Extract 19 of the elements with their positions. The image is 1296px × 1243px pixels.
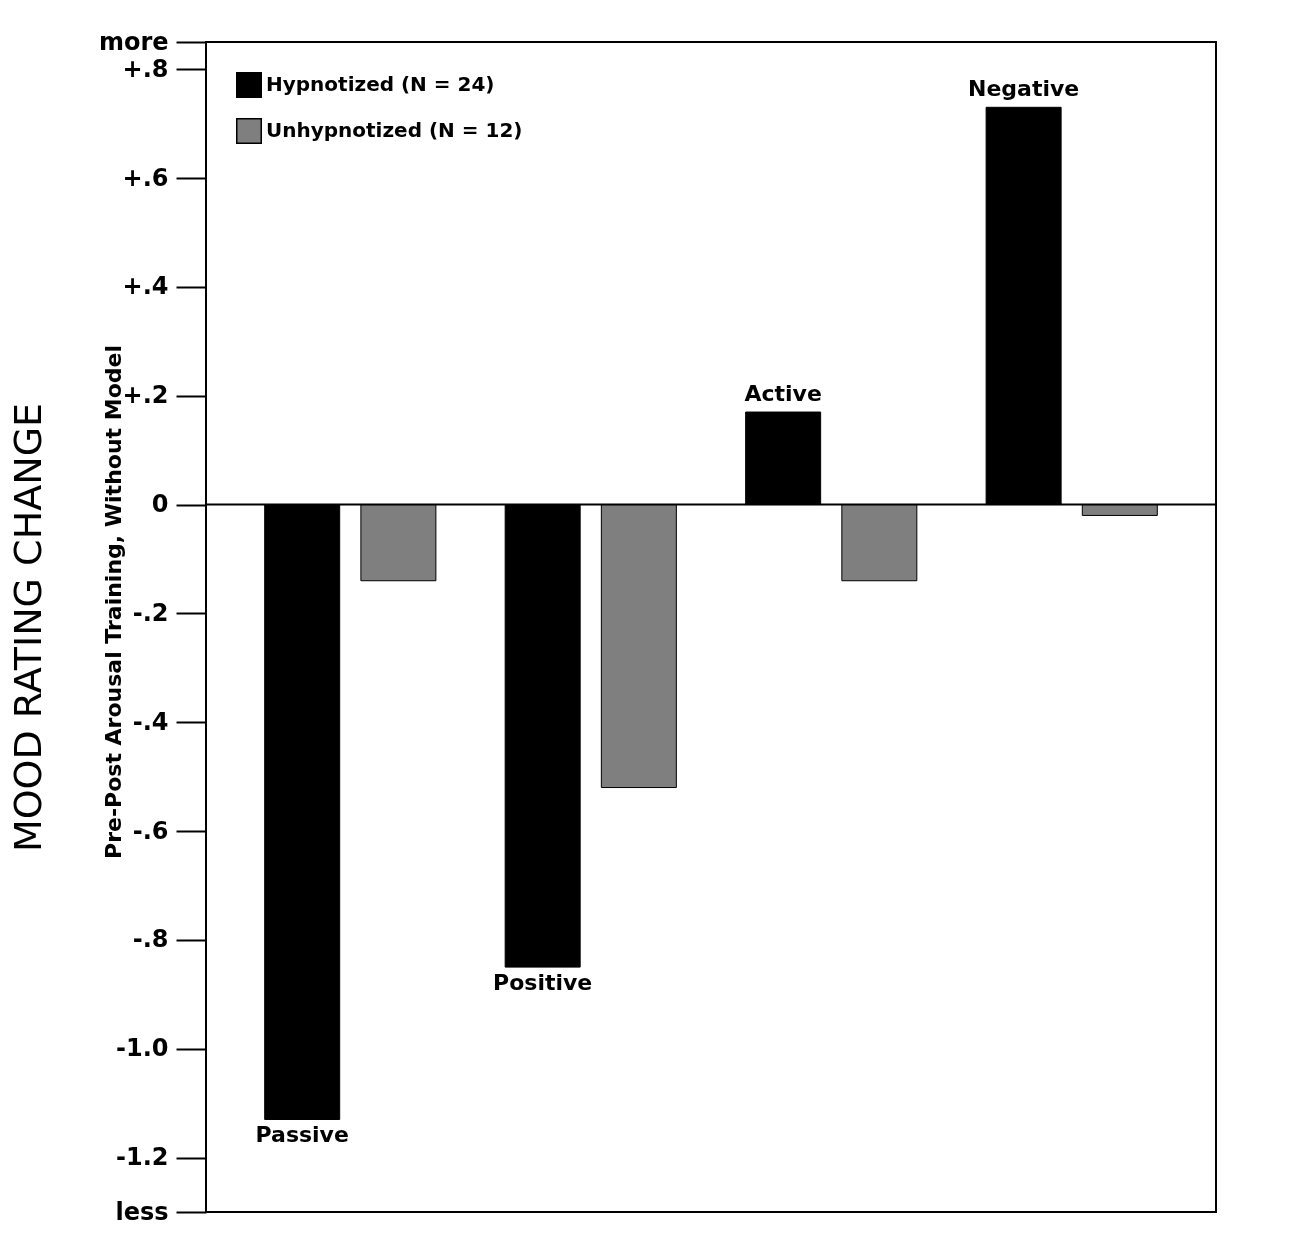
y-tick-label: +.4 — [122, 272, 169, 301]
y-tick-label: -.8 — [132, 925, 169, 954]
y-tick-label: less — [115, 1197, 169, 1226]
y-tick-label: +.6 — [122, 163, 169, 192]
y-tick-label: -.4 — [132, 707, 169, 736]
x-tick-label: Negative — [967, 76, 1080, 102]
y-tick-label: +.8 — [122, 54, 169, 83]
y-tick-label: -.2 — [132, 598, 169, 627]
y-tick-label: 0 — [151, 490, 169, 519]
y-axis-title: MOOD RATING CHANGE — [5, 402, 50, 853]
x-tick-label: Positive — [493, 970, 593, 996]
y-tick-label: -1.0 — [116, 1034, 169, 1063]
x-tick-label: Passive — [255, 1122, 349, 1148]
y-tick-label: -1.2 — [116, 1143, 169, 1172]
y-tick-label: -.6 — [132, 816, 169, 845]
x-tick-label: Active — [744, 381, 822, 407]
legend-label: Unhypnotized (N = 12) — [266, 118, 523, 142]
y-tick-label: more — [98, 27, 169, 56]
legend-label: Hypnotized (N = 24) — [266, 72, 495, 96]
